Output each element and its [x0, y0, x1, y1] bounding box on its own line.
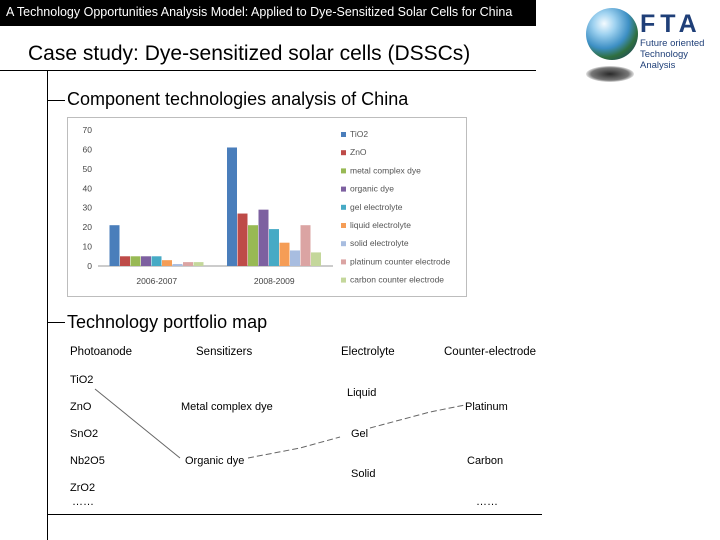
- electrolyte-solid: Solid: [351, 468, 376, 480]
- bar-platinum-counter-electrode-1: [300, 225, 311, 266]
- sensitizer-metal-complex-dye: Metal complex dye: [181, 401, 273, 413]
- legend-swatch: [341, 223, 346, 228]
- x-tick-label: 2006-2007: [136, 276, 177, 286]
- header-photoanode: Photoanode: [70, 346, 133, 358]
- globe-icon: [586, 8, 638, 60]
- legend-swatch: [341, 168, 346, 174]
- section-heading-portfolio-map: Technology portfolio map: [67, 312, 268, 332]
- bar-organic-dye-1: [258, 209, 269, 266]
- header-sensitizers: Sensitizers: [196, 346, 253, 358]
- counter-electrode-platinum: Platinum: [465, 401, 508, 413]
- header-bar: A Technology Opportunities Analysis Mode…: [0, 0, 536, 26]
- portfolio-bottom-rule: [48, 514, 542, 515]
- legend-label: ZnO: [350, 147, 367, 157]
- legend-swatch: [341, 204, 346, 210]
- bar-tio2-0: [109, 225, 120, 266]
- legend-swatch: [341, 186, 346, 192]
- electrolyte-gel: Gel: [351, 428, 369, 440]
- bar-solid-electrolyte-1: [290, 250, 300, 266]
- section-heading-component-analysis: Component technologies analysis of China: [67, 89, 409, 109]
- legend-swatch: [341, 150, 346, 156]
- electrolyte-liquid: Liquid: [347, 387, 377, 399]
- bar-tio2-1: [227, 147, 237, 266]
- logo-line-2: Technology: [640, 49, 689, 60]
- header-counter-electrode: Counter-electrode: [444, 346, 537, 358]
- counter-electrode-carbon: Carbon: [467, 455, 504, 467]
- link-tio2-organic-dye: [94, 388, 181, 459]
- bar-platinum-counter-electrode-0: [183, 262, 193, 266]
- logo-line-1: Future oriented: [640, 38, 705, 49]
- globe-shadow: [586, 66, 634, 82]
- link-gel-platinum: [369, 404, 466, 429]
- component-technologies-chart: 0 10 20 30 40 50 60 70 2006-2007 2008-2009 TiO2 ZnO…: [67, 117, 467, 297]
- photoanode-zno: ZnO: [70, 401, 92, 413]
- y-tick-label: 30: [83, 203, 93, 213]
- x-tick-label: 2008-2009: [254, 276, 295, 286]
- section-connector-2: [47, 322, 65, 323]
- bar-metal-complex-dye-1: [248, 225, 258, 266]
- legend-swatch: [341, 259, 346, 265]
- logo-line-3: Analysis: [640, 60, 676, 71]
- chart-canvas: 0 10 20 30 40 50 60 70 2006-2007 2008-2009 TiO2 ZnO…: [83, 125, 451, 286]
- y-tick-label: 50: [83, 164, 93, 174]
- header-electrolyte: Electrolyte: [341, 346, 395, 358]
- bar-gel-electrolyte-0: [151, 256, 162, 266]
- bar-liquid-electrolyte-0: [162, 260, 172, 266]
- y-tick-label: 60: [83, 144, 93, 154]
- photoanode-nb2o5: Nb2O5: [70, 455, 105, 467]
- fta-logo: FTA Future oriented Technology Analysis: [584, 8, 714, 86]
- y-tick-label: 40: [83, 183, 93, 193]
- photoanode-tio2: TiO2: [70, 374, 94, 386]
- y-tick-label: 0: [87, 261, 92, 271]
- sensitizer-organic-dye: Organic dye: [185, 455, 245, 467]
- legend-label: platinum counter electrode: [350, 256, 450, 266]
- legend-label: gel electrolyte: [350, 202, 403, 212]
- section-connector-1: [47, 100, 65, 101]
- bar-organic-dye-0: [141, 256, 151, 266]
- photoanode-sno2: SnO2: [70, 428, 99, 440]
- legend-label: solid electrolyte: [350, 238, 409, 248]
- y-tick-label: 20: [83, 222, 93, 232]
- link-organic-dye-gel: [247, 436, 341, 459]
- bar-solid-electrolyte-0: [172, 264, 183, 266]
- bar-metal-complex-dye-0: [130, 256, 141, 266]
- legend-label: metal complex dye: [350, 165, 421, 175]
- counter-electrode-more: ……: [476, 496, 498, 508]
- legend-swatch: [341, 277, 346, 283]
- y-tick-label: 70: [83, 125, 93, 135]
- outline-connector-line: [47, 70, 48, 540]
- photoanode-zro2: ZrO2: [70, 482, 96, 494]
- bar-carbon-counter-electrode-1: [311, 252, 321, 266]
- bar-carbon-counter-electrode-0: [193, 262, 204, 266]
- title-underline: [0, 70, 536, 71]
- legend-label: organic dye: [350, 184, 394, 194]
- legend-swatch: [341, 241, 346, 247]
- legend-label: carbon counter electrode: [350, 275, 444, 285]
- logo-letters: FTA: [640, 10, 702, 38]
- legend-label: liquid electrolyte: [350, 220, 411, 230]
- legend-swatch: [341, 132, 346, 137]
- bar-zno-1: [237, 213, 248, 266]
- bar-zno-0: [120, 256, 130, 266]
- logo-subtitle: Future oriented Technology Analysis: [640, 38, 704, 71]
- bar-liquid-electrolyte-1: [279, 242, 290, 266]
- legend-label: TiO2: [350, 129, 368, 139]
- bar-gel-electrolyte-1: [269, 229, 279, 266]
- y-tick-label: 10: [83, 242, 93, 252]
- slide-title: Case study: Dye-sensitized solar cells (…: [28, 42, 471, 65]
- photoanode-more: ……: [72, 496, 94, 508]
